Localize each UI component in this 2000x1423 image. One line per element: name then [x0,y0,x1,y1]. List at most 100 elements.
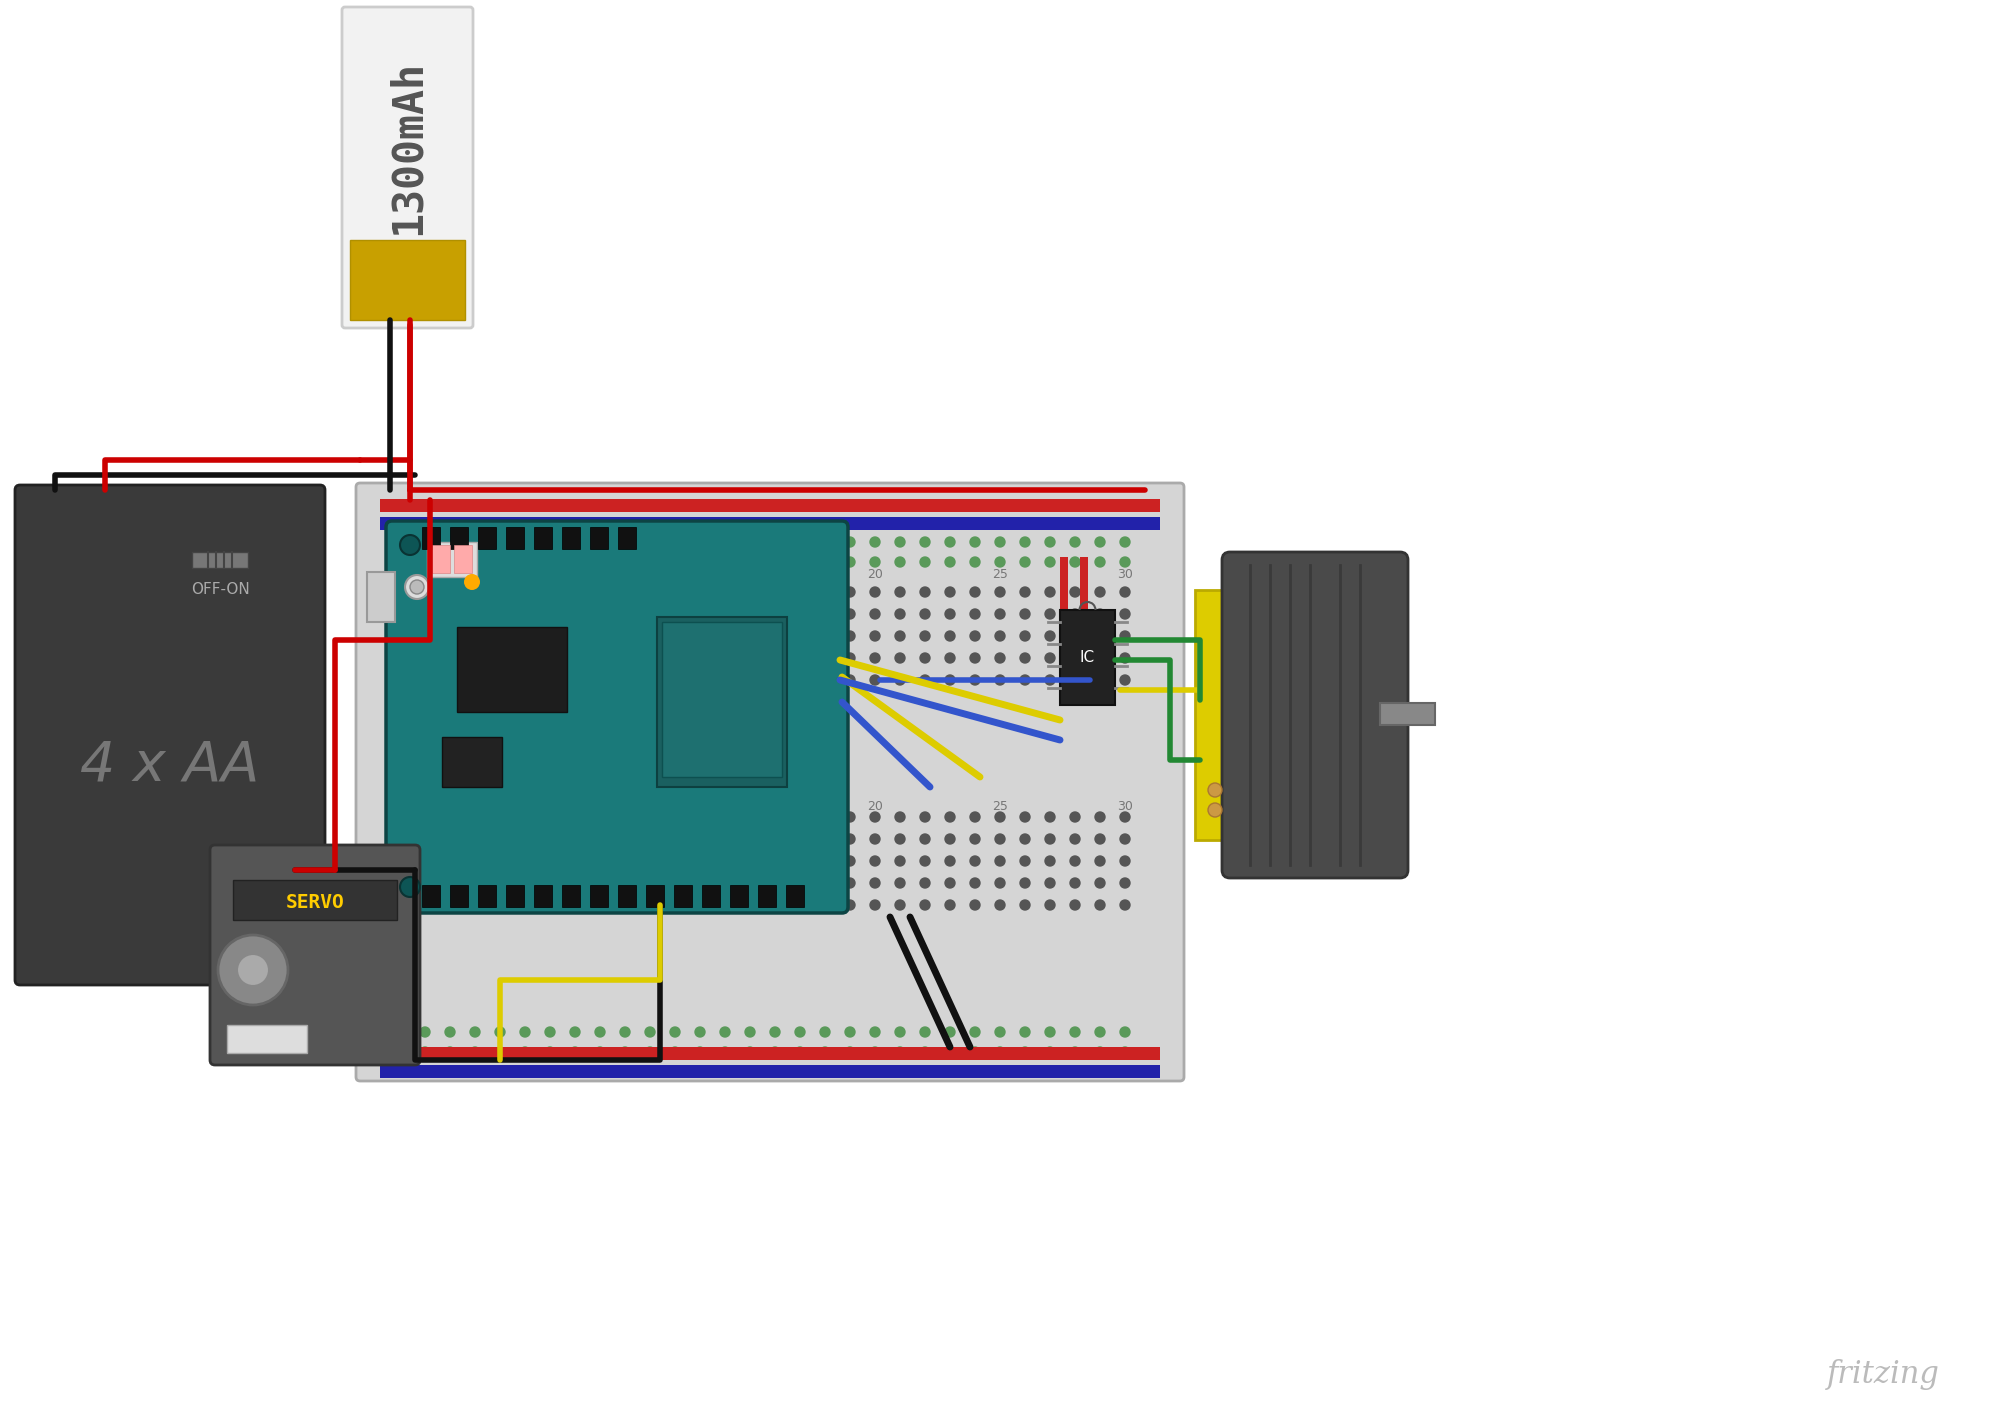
Circle shape [1020,588,1030,598]
Circle shape [696,1047,704,1057]
Circle shape [420,878,430,888]
Circle shape [470,609,480,619]
Circle shape [1070,675,1080,684]
Circle shape [496,1047,504,1057]
Bar [662,622,782,777]
Circle shape [720,857,730,867]
Circle shape [796,1047,804,1057]
Circle shape [1020,609,1030,619]
Circle shape [644,536,656,546]
Circle shape [570,878,580,888]
Circle shape [1096,813,1104,822]
Circle shape [520,834,530,844]
Circle shape [520,588,530,598]
Text: 5: 5 [496,569,504,582]
Circle shape [1020,536,1030,546]
Circle shape [744,878,756,888]
Text: 15: 15 [742,569,758,582]
Circle shape [896,556,904,566]
Circle shape [596,1047,604,1057]
Circle shape [420,609,430,619]
Circle shape [1208,783,1222,797]
Circle shape [744,588,756,598]
Circle shape [796,630,804,640]
Circle shape [544,630,556,640]
Text: 15: 15 [742,801,758,814]
Circle shape [496,813,504,822]
Circle shape [544,609,556,619]
Bar [590,527,608,549]
Circle shape [520,653,530,663]
Bar [454,545,472,573]
Circle shape [420,630,430,640]
Circle shape [470,588,480,598]
Circle shape [996,675,1006,684]
Circle shape [1120,630,1130,640]
Circle shape [920,878,930,888]
Circle shape [744,813,756,822]
Circle shape [970,653,980,663]
Circle shape [696,675,704,684]
Circle shape [720,834,730,844]
Circle shape [470,630,480,640]
Circle shape [520,1027,530,1037]
FancyBboxPatch shape [210,845,420,1064]
Circle shape [620,878,630,888]
Circle shape [844,813,856,822]
Circle shape [870,1047,880,1057]
Circle shape [520,878,530,888]
Circle shape [1120,653,1130,663]
Circle shape [620,675,630,684]
Circle shape [1208,803,1222,817]
Bar [380,499,1160,512]
Circle shape [670,556,680,566]
Circle shape [920,630,930,640]
Circle shape [596,1027,604,1037]
Text: 25: 25 [992,569,1008,582]
Circle shape [946,1027,956,1037]
Bar [534,527,552,549]
Circle shape [770,556,780,566]
Circle shape [820,609,830,619]
Bar [1380,703,1436,724]
Circle shape [570,653,580,663]
Circle shape [410,581,424,593]
Bar [562,885,580,906]
Circle shape [570,556,580,566]
Circle shape [1096,653,1104,663]
Circle shape [596,556,604,566]
Circle shape [1120,813,1130,822]
Circle shape [896,630,904,640]
Circle shape [596,609,604,619]
Circle shape [420,899,430,909]
Circle shape [896,1047,904,1057]
Circle shape [444,857,456,867]
Circle shape [496,857,504,867]
Circle shape [396,556,404,566]
Circle shape [946,857,956,867]
Circle shape [496,1027,504,1037]
Circle shape [770,1027,780,1037]
Circle shape [946,630,956,640]
Circle shape [870,1027,880,1037]
Circle shape [496,653,504,663]
Circle shape [670,588,680,598]
Bar [730,885,748,906]
Circle shape [870,609,880,619]
Circle shape [770,609,780,619]
Circle shape [396,1047,404,1057]
Circle shape [1120,857,1130,867]
Circle shape [844,1027,856,1037]
Circle shape [796,834,804,844]
Circle shape [644,653,656,663]
Bar [1196,591,1400,840]
Circle shape [596,813,604,822]
Circle shape [404,575,428,599]
Circle shape [570,609,580,619]
Circle shape [970,588,980,598]
Circle shape [496,878,504,888]
Bar [534,885,552,906]
Circle shape [470,834,480,844]
Circle shape [770,899,780,909]
Circle shape [396,813,404,822]
